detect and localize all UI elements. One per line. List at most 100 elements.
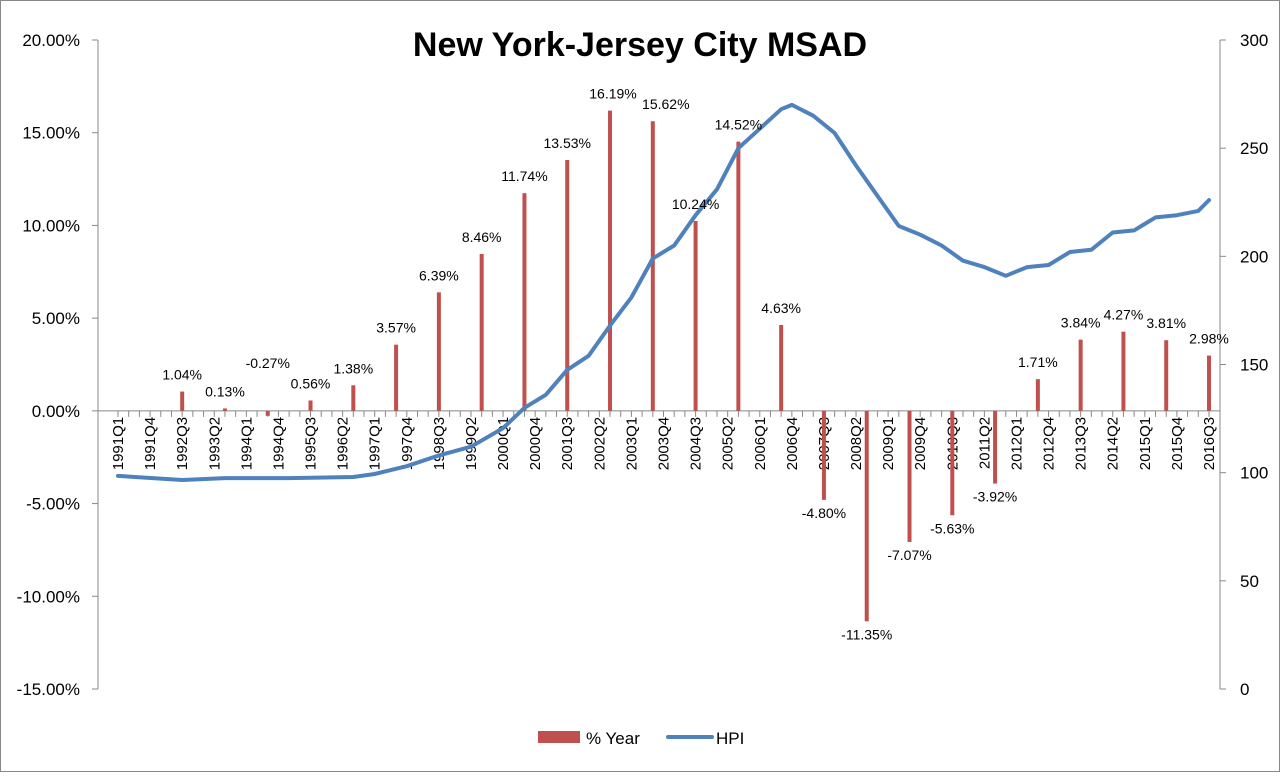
bar: [436, 292, 441, 411]
bar: [565, 159, 570, 411]
bar: [993, 410, 998, 484]
bar-data-label: 8.46%: [462, 229, 502, 245]
y-right-tick-label: 150: [1240, 356, 1268, 375]
bar: [308, 400, 313, 411]
x-tick-label: 1994Q1: [238, 417, 255, 470]
x-tick-label: 2006Q4: [784, 417, 801, 470]
bar: [394, 344, 399, 411]
bar: [907, 410, 912, 542]
legend-swatch-year: [538, 731, 580, 743]
x-tick-label: 2004Q3: [688, 417, 705, 470]
chart-title: New York-Jersey City MSAD: [413, 26, 867, 64]
bar: [608, 110, 613, 411]
bar: [693, 220, 698, 411]
x-tick-label: 2003Q1: [623, 417, 640, 470]
y-left-tick-label: 20.00%: [22, 31, 80, 50]
x-tick-label: 2008Q2: [848, 417, 865, 470]
x-tick-label: 1994Q4: [270, 417, 287, 470]
x-tick-label: 1991Q4: [142, 417, 159, 470]
bar-data-label: 16.19%: [589, 86, 636, 102]
bar-data-label: 13.53%: [543, 135, 590, 151]
y-left-tick-label: -10.00%: [17, 587, 80, 606]
y-left-tick-label: -15.00%: [17, 680, 80, 699]
bar: [479, 253, 484, 411]
y-right-tick-label: 300: [1240, 31, 1268, 50]
bar: [821, 410, 826, 500]
y-right-tick-label: 200: [1240, 247, 1268, 266]
legend-label-hpi: HPI: [716, 729, 744, 748]
bar: [950, 410, 955, 516]
bar-data-label: 11.74%: [501, 168, 547, 184]
bar: [864, 410, 869, 622]
bar-data-label: 0.56%: [291, 375, 331, 391]
bar-data-label: 0.13%: [205, 383, 245, 399]
bar: [1121, 331, 1126, 411]
bar-data-label: -3.92%: [973, 489, 1017, 505]
bar-data-label: 6.39%: [419, 267, 459, 283]
x-tick-label: 2013Q3: [1073, 417, 1090, 470]
x-tick-label: 1992Q3: [174, 417, 191, 470]
x-tick-label: 2000Q4: [527, 417, 544, 470]
bar: [180, 391, 185, 411]
bar-data-label: -0.27%: [246, 355, 290, 371]
bar-data-label: 1.38%: [333, 360, 373, 376]
bar: [650, 121, 655, 411]
x-tick-label: 1993Q2: [206, 417, 223, 470]
bar-data-label: 3.57%: [376, 320, 416, 336]
x-tick-label: 2005Q2: [720, 417, 737, 470]
y-right-tick-label: 100: [1240, 464, 1268, 483]
x-tick-label: 1998Q3: [431, 417, 448, 470]
x-tick-label: 2009Q1: [880, 417, 897, 470]
x-tick-label: 1997Q1: [367, 417, 384, 470]
x-tick-label: 2001Q3: [559, 417, 576, 470]
y-left-tick-label: 5.00%: [32, 309, 80, 328]
bar: [736, 141, 741, 411]
y-left-tick-label: -5.00%: [26, 495, 80, 514]
bar-data-label: 15.62%: [642, 96, 689, 112]
x-tick-label: 1997Q4: [399, 417, 416, 470]
legend-label-year: % Year: [586, 729, 640, 748]
x-tick-label: 2009Q4: [912, 417, 929, 470]
x-tick-label: 2012Q4: [1041, 417, 1058, 470]
y-right-tick-label: 0: [1240, 680, 1249, 699]
bar-data-label: 10.24%: [672, 196, 719, 212]
x-tick-label: 2000Q1: [495, 417, 512, 470]
x-tick-label: 1996Q2: [335, 417, 352, 470]
bar-data-label: -4.80%: [802, 505, 846, 521]
y-left-tick-label: 15.00%: [22, 124, 80, 143]
bar: [522, 193, 527, 411]
x-tick-label: 1995Q3: [303, 417, 320, 470]
y-right-tick-label: 250: [1240, 139, 1268, 158]
bar: [1035, 379, 1040, 411]
x-tick-label: 2002Q2: [591, 417, 608, 470]
x-tick-label: 2003Q4: [656, 417, 673, 470]
x-tick-label: 1999Q2: [463, 417, 480, 470]
y-left-tick-label: 0.00%: [32, 402, 80, 421]
hpi-line: [116, 102, 1211, 482]
bar: [351, 385, 356, 411]
bar-data-label: 3.84%: [1061, 315, 1101, 331]
bar: [1207, 355, 1211, 411]
x-tick-label: 2016Q3: [1201, 417, 1218, 470]
bar: [779, 325, 784, 411]
bar: [1164, 340, 1169, 411]
x-tick-label: 1991Q1: [110, 417, 127, 470]
bar-data-label: -11.35%: [841, 626, 892, 642]
legend: % Year HPI: [538, 729, 744, 748]
bar: [265, 410, 270, 416]
x-tick-label: 2015Q4: [1169, 417, 1186, 470]
bar-data-label: 1.71%: [1018, 354, 1058, 370]
x-tick-label: 2012Q1: [1008, 417, 1025, 470]
bar-data-label: 3.81%: [1146, 315, 1186, 331]
bar-data-label: -7.07%: [887, 547, 931, 563]
bar-data-label: 1.04%: [162, 367, 202, 383]
bar: [222, 408, 227, 411]
x-tick-label: 2011Q2: [976, 417, 993, 469]
bar-data-label: -5.63%: [930, 520, 974, 536]
y-left-tick-label: 10.00%: [22, 216, 80, 235]
x-tick-label: 2015Q1: [1137, 417, 1154, 470]
x-tick-label: 2014Q2: [1105, 417, 1122, 470]
bar-data-label: 4.27%: [1104, 307, 1144, 323]
